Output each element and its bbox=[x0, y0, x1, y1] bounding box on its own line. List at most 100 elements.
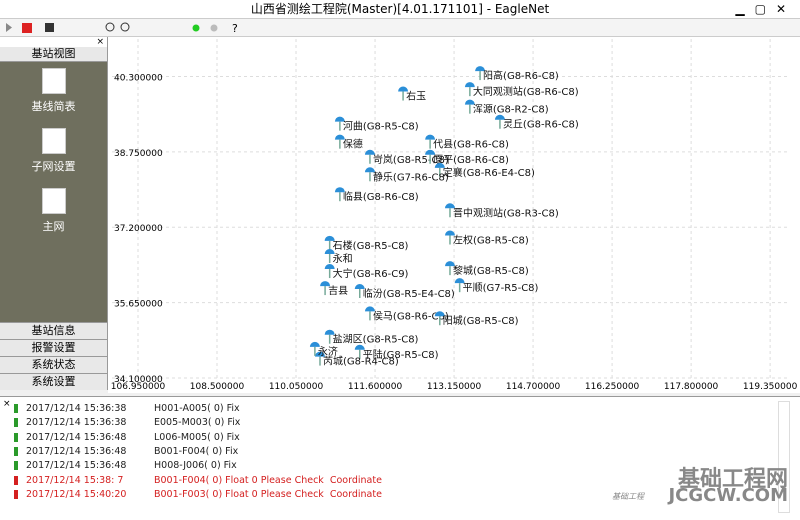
log-time: 2017/12/14 15:38: 7 bbox=[26, 474, 124, 486]
station[interactable] bbox=[444, 261, 455, 276]
sidebar: × 基站视图 基线简表 子网设置 主网 基站信息 报警设置 系统状态 系统设置 bbox=[0, 37, 108, 390]
item-icon bbox=[41, 188, 66, 214]
log-time: 2017/12/14 15:36:38 bbox=[26, 403, 127, 414]
station[interactable] bbox=[494, 114, 505, 129]
station[interactable] bbox=[398, 86, 409, 101]
log-row: 2017/12/14 15:36:48 H008-J006( 0) Fix bbox=[14, 459, 237, 473]
log-row: 2017/12/14 15:36:48 L006-M005( 0) Fix bbox=[14, 431, 240, 445]
log-time: 2017/12/14 15:40:20 bbox=[26, 488, 127, 500]
station-label: 临县(G8-R6-C8) bbox=[343, 190, 419, 203]
station-label: 代县(G8-R6-C8) bbox=[433, 139, 509, 151]
svg-text:?: ? bbox=[232, 22, 238, 35]
station[interactable] bbox=[314, 351, 325, 366]
status-icon bbox=[14, 489, 18, 499]
log-message: H008-J006( 0) Fix bbox=[154, 460, 237, 472]
station-label: 平陆(G8-R5-C8) bbox=[363, 348, 439, 361]
station-label: 保德 bbox=[343, 138, 363, 151]
sidebar-item[interactable]: 子网设置 bbox=[0, 122, 107, 182]
item-label: 基线简表 bbox=[31, 100, 76, 113]
sidebar-button[interactable]: 系统状态 bbox=[0, 356, 107, 373]
status-icon bbox=[14, 418, 18, 428]
station-label: 晋中观测站(G8-R3-C8) bbox=[453, 206, 559, 219]
x-tick-label: 108.500000 bbox=[190, 382, 245, 392]
log-message: B001-F004( 0) Float 0 Please Check Coord… bbox=[154, 474, 382, 486]
station[interactable] bbox=[454, 278, 465, 293]
sidebar-button[interactable]: 系统设置 bbox=[0, 373, 107, 390]
station[interactable] bbox=[324, 329, 335, 344]
station[interactable] bbox=[324, 264, 335, 279]
station[interactable] bbox=[475, 66, 486, 81]
station-label: 永和 bbox=[333, 252, 353, 265]
log-panel: × 基础工程网 JCGCW.COM 基础工程 2017/12/14 15:36:… bbox=[0, 396, 800, 520]
station[interactable] bbox=[334, 134, 345, 149]
x-tick-label: 114.700000 bbox=[506, 382, 561, 392]
station[interactable] bbox=[320, 281, 331, 296]
log-time: 2017/12/14 15:36:38 bbox=[26, 417, 127, 429]
station-label: 盐湖区(G8-R5-C8) bbox=[333, 333, 419, 346]
station-label: 阳高(G8-R6-C8) bbox=[483, 69, 559, 82]
station-label: 灵丘(G8-R6-C8) bbox=[503, 119, 579, 131]
x-tick-label: 117.800000 bbox=[664, 382, 719, 392]
title-bar: 山西省测绘工程院(Master)[4.01.171101] - EagleNet… bbox=[0, 0, 800, 19]
station-label: 左权(G8-R5-C8) bbox=[453, 233, 529, 246]
station[interactable] bbox=[425, 134, 436, 149]
status-icon bbox=[14, 446, 18, 456]
station[interactable] bbox=[364, 306, 375, 321]
sidebar-button[interactable]: 报警设置 bbox=[0, 339, 107, 356]
station-label: 阳城(G8-R5-C8) bbox=[443, 315, 519, 327]
x-tick-label: 106.950000 bbox=[111, 382, 166, 392]
sidebar-item[interactable]: 主网 bbox=[0, 182, 107, 242]
log-time: 2017/12/14 15:36:48 bbox=[26, 445, 127, 457]
station-label: 平顺(G7-R5-C8) bbox=[463, 282, 539, 294]
window-controls[interactable]: ▁▢✕ bbox=[735, 2, 796, 16]
log-message: L006-M005( 0) Fix bbox=[154, 431, 240, 443]
station[interactable] bbox=[354, 284, 365, 298]
station-label: 原平(G8-R6-C8) bbox=[433, 154, 509, 166]
station[interactable] bbox=[334, 187, 345, 202]
station-label: 临汾(G8-R5-E4-C8) bbox=[363, 287, 455, 300]
status-icon bbox=[14, 461, 18, 471]
y-tick-label: 40.300000 bbox=[114, 73, 163, 83]
station[interactable] bbox=[309, 341, 320, 356]
log-time: 2017/12/14 15:36:48 bbox=[26, 460, 127, 472]
station[interactable] bbox=[324, 248, 335, 263]
station[interactable] bbox=[354, 344, 365, 359]
station-label: 定襄(G8-R6-E4-C8) bbox=[443, 166, 535, 179]
station[interactable] bbox=[444, 203, 455, 218]
log-row: 2017/12/14 15:38: 7 B001-F004( 0) Float 0… bbox=[14, 474, 382, 488]
item-label: 主网 bbox=[42, 220, 65, 233]
station-label: 大宁(G8-R6-C9) bbox=[333, 267, 409, 280]
station[interactable] bbox=[464, 99, 475, 114]
y-tick-label: 34.100000 bbox=[114, 375, 163, 385]
window-title: 山西省测绘工程院(Master)[4.01.171101] - EagleNet bbox=[250, 2, 550, 16]
station[interactable] bbox=[364, 149, 375, 164]
station-label: 芮城(G8-R4-C8) bbox=[323, 355, 399, 368]
station-label: 浑源(G8-R2-C8) bbox=[473, 103, 549, 116]
station[interactable] bbox=[434, 162, 445, 177]
sidebar-item[interactable]: 基线简表 bbox=[0, 62, 107, 122]
status-icon bbox=[14, 404, 18, 413]
station[interactable] bbox=[444, 230, 455, 245]
toolbar: ? bbox=[0, 19, 800, 37]
watermark-url: JCGCW.COM bbox=[668, 485, 788, 506]
toolbar-icons[interactable]: ? bbox=[0, 19, 260, 36]
station[interactable] bbox=[434, 311, 445, 326]
log-message: H001-A005( 0) Fix bbox=[154, 403, 240, 414]
station-label: 右玉 bbox=[406, 90, 426, 103]
sidebar-button[interactable]: 基站信息 bbox=[0, 322, 107, 339]
item-icon bbox=[41, 68, 66, 94]
station[interactable] bbox=[425, 149, 436, 164]
station[interactable] bbox=[364, 167, 375, 182]
log-time: 2017/12/14 15:36:48 bbox=[26, 431, 127, 443]
station[interactable] bbox=[464, 82, 475, 97]
item-icon bbox=[41, 128, 66, 154]
log-row: 2017/12/14 15:36:48 B001-F004( 0) Fix bbox=[14, 445, 238, 459]
station[interactable] bbox=[334, 116, 345, 131]
y-tick-label: 38.750000 bbox=[114, 149, 163, 159]
station-label: 永济 bbox=[318, 345, 338, 358]
station-map: 106.950000 108.500000 110.050000 111.600000… bbox=[108, 37, 800, 393]
log-row: 2017/12/14 15:36:38 E005-M003( 0) Fix bbox=[14, 416, 240, 430]
station[interactable] bbox=[324, 235, 335, 250]
watermark-small: 基础工程 bbox=[612, 492, 644, 501]
